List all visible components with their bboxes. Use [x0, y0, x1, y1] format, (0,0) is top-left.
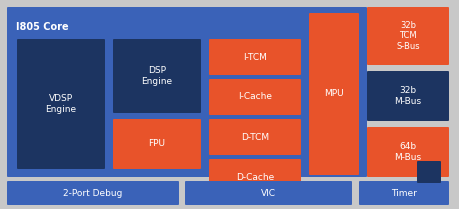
- FancyBboxPatch shape: [358, 181, 448, 205]
- FancyBboxPatch shape: [17, 39, 105, 169]
- Text: VIC: VIC: [260, 189, 275, 198]
- FancyBboxPatch shape: [7, 181, 179, 205]
- FancyBboxPatch shape: [416, 161, 440, 183]
- Text: DSP
Engine: DSP Engine: [141, 66, 172, 86]
- FancyBboxPatch shape: [366, 71, 448, 121]
- Text: 64b
M-Bus: 64b M-Bus: [393, 142, 420, 162]
- FancyBboxPatch shape: [185, 181, 351, 205]
- FancyBboxPatch shape: [366, 127, 448, 177]
- Text: I-Cache: I-Cache: [237, 93, 271, 102]
- Text: 32b
M-Bus: 32b M-Bus: [393, 86, 420, 106]
- FancyBboxPatch shape: [308, 13, 358, 175]
- Text: VDSP
Engine: VDSP Engine: [45, 94, 76, 114]
- Text: FPU: FPU: [148, 139, 165, 149]
- FancyBboxPatch shape: [208, 39, 300, 75]
- Text: D-TCM: D-TCM: [241, 133, 269, 141]
- FancyBboxPatch shape: [416, 139, 440, 161]
- Text: I805 Core: I805 Core: [16, 22, 68, 32]
- FancyBboxPatch shape: [208, 79, 300, 115]
- Text: I-TCM: I-TCM: [242, 52, 266, 61]
- FancyBboxPatch shape: [7, 7, 366, 177]
- Text: 2-Port Debug: 2-Port Debug: [63, 189, 123, 198]
- FancyBboxPatch shape: [113, 119, 201, 169]
- FancyBboxPatch shape: [208, 119, 300, 155]
- FancyBboxPatch shape: [113, 39, 201, 113]
- Text: Timer: Timer: [390, 189, 416, 198]
- Text: MPU: MPU: [324, 89, 343, 98]
- FancyBboxPatch shape: [366, 7, 448, 65]
- FancyBboxPatch shape: [208, 159, 300, 195]
- Text: D-Cache: D-Cache: [235, 172, 274, 181]
- Text: 32b
TCM
S-Bus: 32b TCM S-Bus: [395, 21, 419, 51]
